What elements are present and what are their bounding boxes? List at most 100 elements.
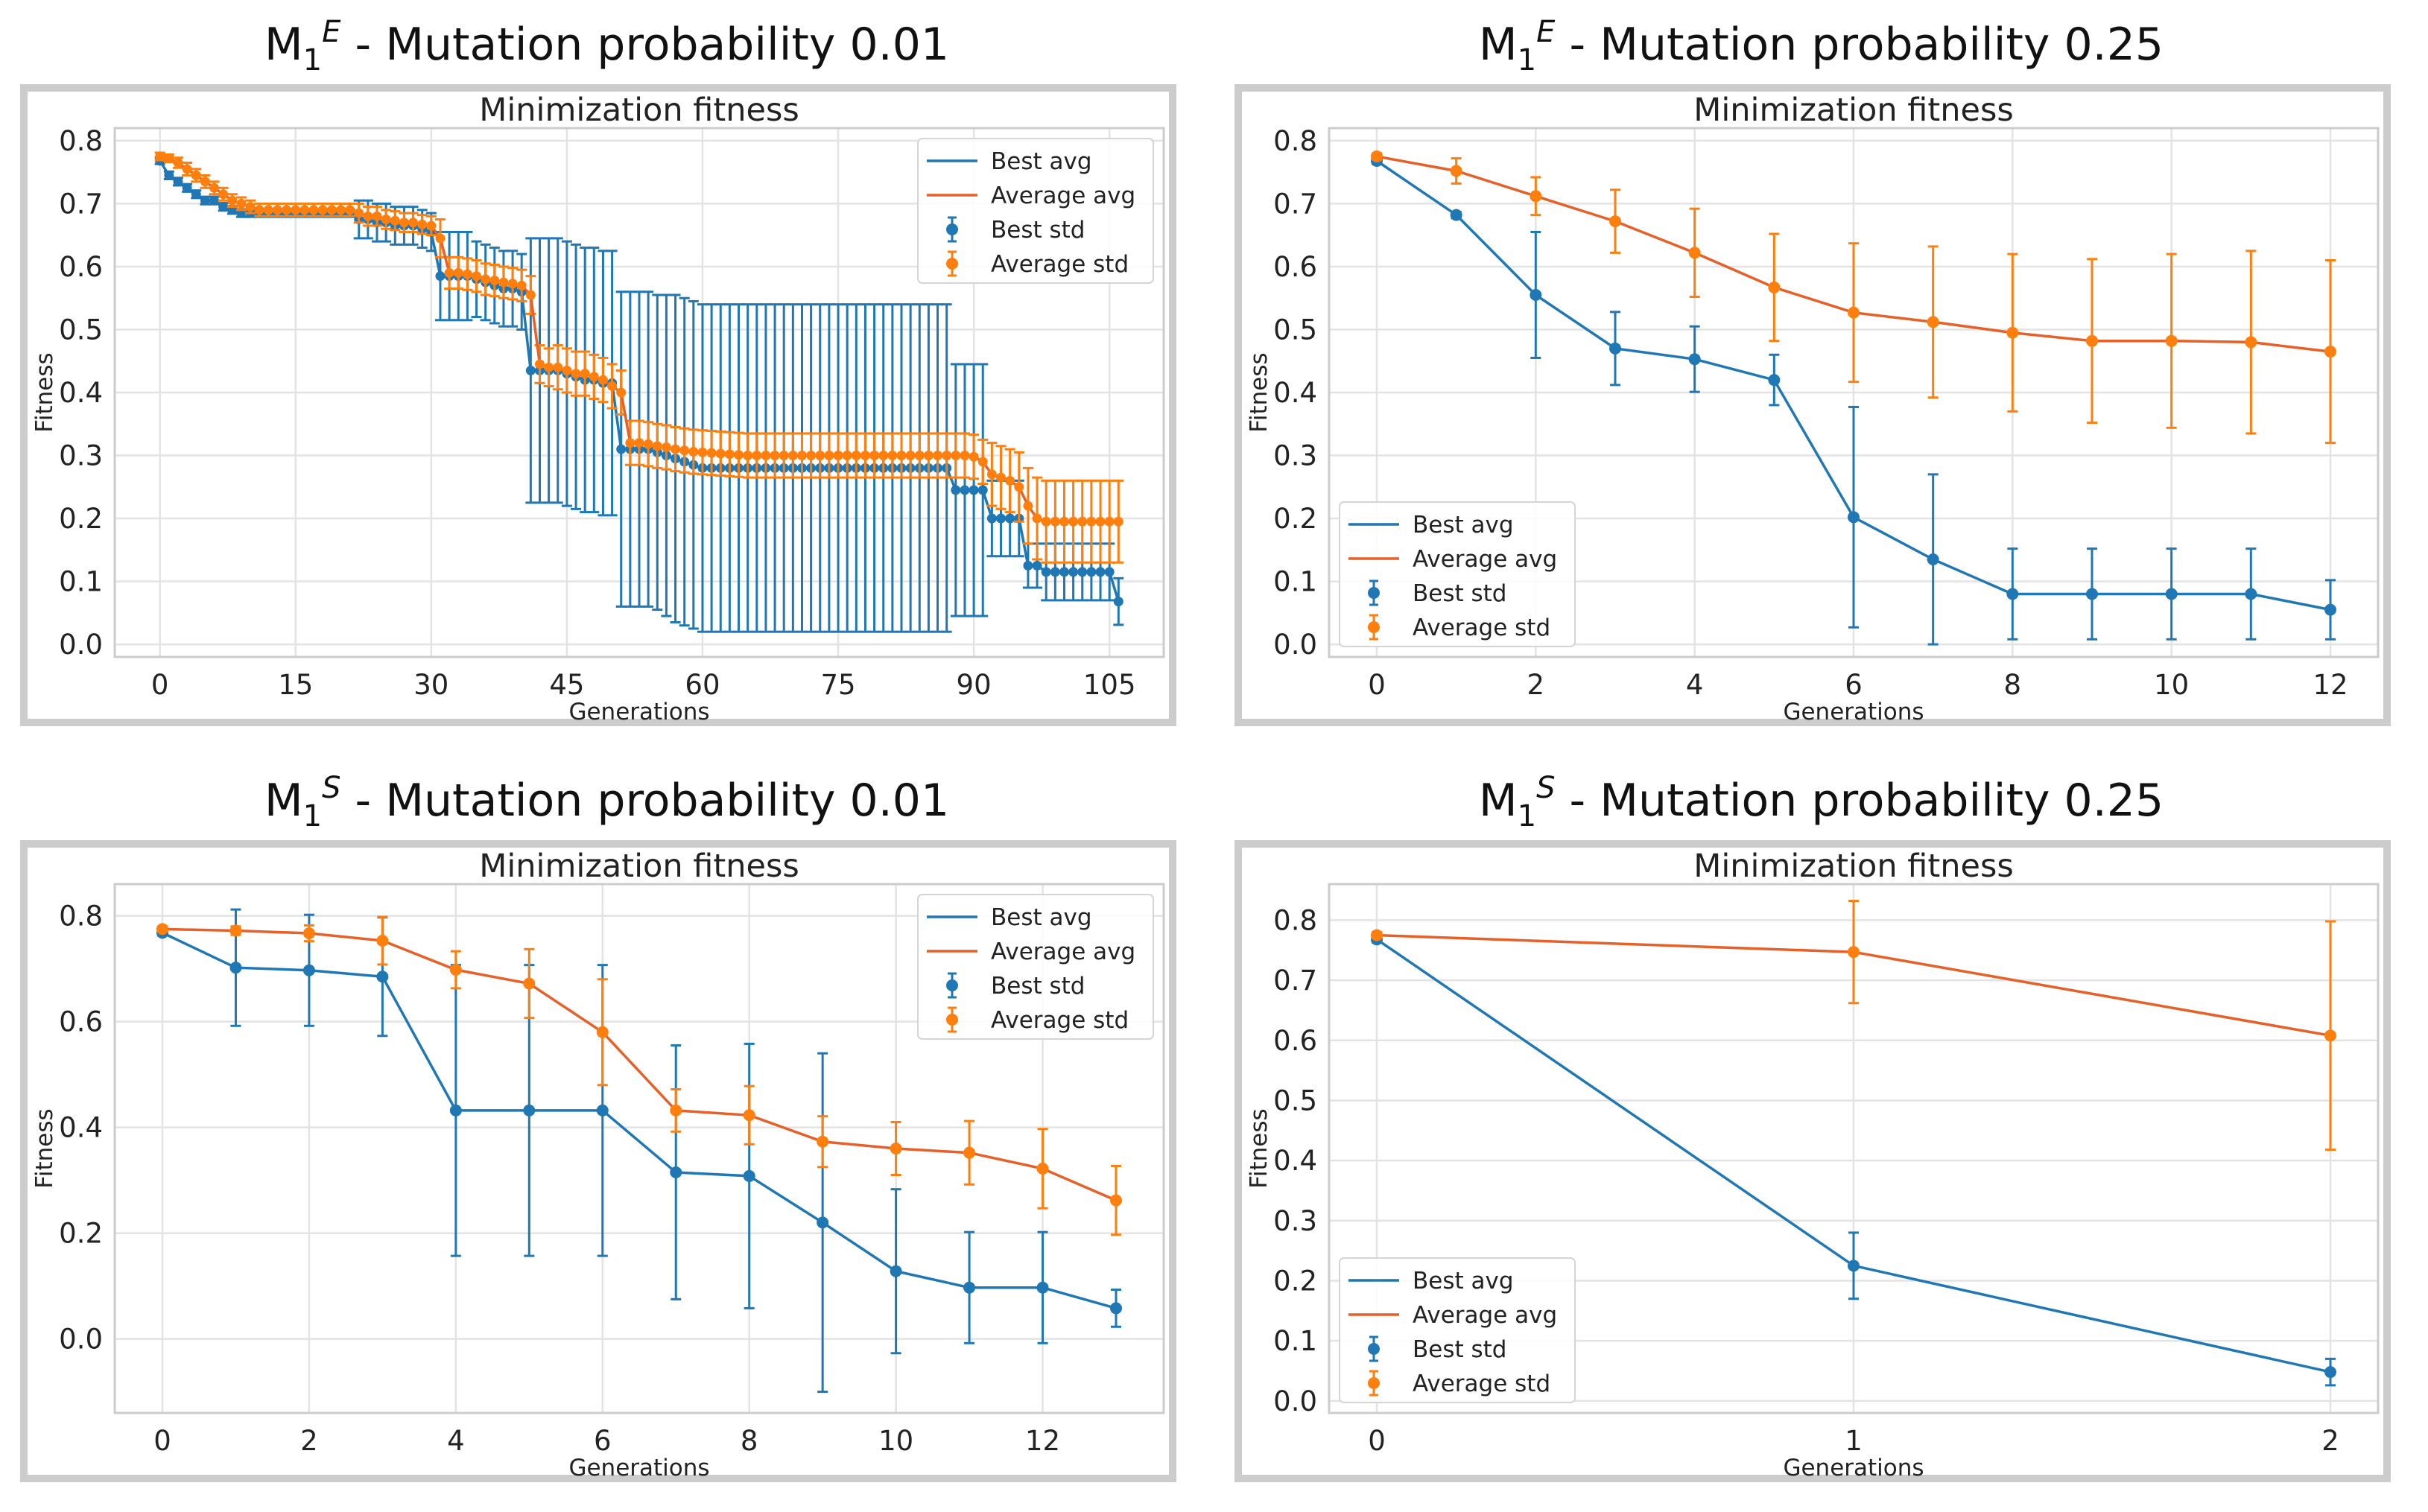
y-tick-label: 0.1 <box>1273 1325 1317 1357</box>
average-std-point <box>951 451 961 461</box>
chart-title: Minimization fitness <box>1693 848 2014 885</box>
legend-label: Best std <box>991 217 1085 244</box>
average-std-point <box>489 276 500 286</box>
average-std-point <box>942 451 952 461</box>
average-std-point <box>444 267 454 278</box>
average-std-point <box>670 1104 682 1116</box>
best-std-point <box>960 485 970 495</box>
average-std-point <box>553 362 563 372</box>
legend-marker-swatch <box>1368 621 1380 633</box>
x-tick-label: 30 <box>413 669 448 701</box>
best-std-point <box>1530 288 1542 301</box>
average-std-point <box>523 977 536 990</box>
average-std-point <box>2086 334 2098 347</box>
y-tick-label: 0.3 <box>1273 1205 1317 1237</box>
legend: Best avg Average avg Best std Average std <box>1339 1257 1576 1403</box>
x-tick-label: 2 <box>300 1425 318 1457</box>
y-tick-label: 0.7 <box>1273 188 1317 220</box>
y-tick-label: 0.6 <box>59 1006 103 1038</box>
average-std-point <box>291 205 301 215</box>
average-std-point <box>2245 336 2257 349</box>
average-std-point <box>752 451 762 461</box>
average-std-point <box>607 381 618 392</box>
average-std-point <box>652 441 662 451</box>
best-std-point <box>616 444 627 454</box>
average-std-point <box>200 177 210 187</box>
average-std-point <box>399 217 409 228</box>
average-std-point <box>363 211 373 221</box>
average-std-point <box>796 451 807 461</box>
legend-marker-swatch <box>946 979 958 991</box>
average-std-point <box>229 924 242 937</box>
y-tick-label: 0.0 <box>59 1324 103 1356</box>
average-std-point <box>571 369 581 379</box>
legend-label: Best avg <box>1413 1268 1514 1295</box>
y-tick-label: 0.6 <box>1273 1025 1317 1057</box>
y-tick-label: 0.8 <box>59 900 103 933</box>
average-std-point <box>2324 1029 2336 1042</box>
average-std-point <box>625 438 635 448</box>
x-tick-label: 0 <box>1368 1425 1386 1457</box>
average-std-point <box>372 211 382 221</box>
average-std-point <box>706 448 717 458</box>
y-tick-label: 0.6 <box>59 251 103 283</box>
best-std-point <box>1768 374 1781 387</box>
average-std-point <box>806 451 817 461</box>
average-std-point <box>963 1146 976 1159</box>
x-tick-label: 2 <box>1527 669 1545 701</box>
average-std-point <box>308 205 319 215</box>
average-std-point <box>2006 326 2019 339</box>
average-std-point <box>1005 475 1015 486</box>
chart-svg: M1S - Mutation probability 0.01 Minimizat… <box>20 771 1176 1482</box>
average-std-point <box>1371 150 1383 163</box>
x-tick-label: 8 <box>741 1425 758 1457</box>
legend-marker-swatch <box>1368 587 1380 599</box>
x-tick-label: 90 <box>957 669 992 701</box>
average-std-point <box>887 451 898 461</box>
x-axis-label: Generations <box>1783 1455 1924 1481</box>
average-std-point <box>335 205 346 215</box>
best-std-point <box>376 971 389 983</box>
y-axis-label: Fitness <box>1246 1108 1272 1188</box>
plot-border <box>113 127 1165 658</box>
best-std-point <box>1086 567 1097 577</box>
y-tick-label: 0.4 <box>59 377 103 409</box>
y-tick-label: 0.4 <box>59 1112 103 1144</box>
plot-border <box>113 883 1165 1414</box>
average-std-point <box>562 365 572 375</box>
best-std-point <box>200 195 210 206</box>
average-std-point <box>2165 334 2178 347</box>
best-std-point <box>1032 560 1042 571</box>
x-axis-label: Generations <box>568 1455 709 1481</box>
legend-box <box>1339 501 1576 647</box>
x-tick-label: 6 <box>594 1425 612 1457</box>
average-std-point <box>896 451 907 461</box>
x-axis-label: Generations <box>568 699 709 725</box>
average-avg-line <box>162 927 1117 1202</box>
best-std-point <box>525 365 536 375</box>
average-std-point <box>1023 501 1033 511</box>
figure-title: M1S - Mutation probability 0.25 <box>1479 771 2164 833</box>
y-tick-label: 0.0 <box>1273 1385 1317 1417</box>
average-std-point <box>671 444 681 454</box>
chart-panel-bottom-right: M1S - Mutation probability 0.25 Minimizat… <box>1214 756 2428 1512</box>
best-std-point <box>890 1265 902 1277</box>
average-std-point <box>1095 516 1106 527</box>
x-tick-label: 60 <box>685 669 720 701</box>
average-std-point <box>227 195 238 206</box>
y-tick-label: 0.7 <box>1273 965 1317 997</box>
x-tick-label: 0 <box>1368 669 1386 701</box>
average-std-point <box>516 280 527 290</box>
average-std-point <box>426 220 437 231</box>
average-std-point <box>969 451 979 462</box>
average-std-point <box>815 451 825 461</box>
x-tick-label: 10 <box>2154 669 2189 701</box>
average-std-point <box>173 157 183 168</box>
average-std-point <box>977 457 988 467</box>
average-std-point <box>345 205 355 215</box>
best-std-point <box>229 962 242 974</box>
legend-label: Average std <box>1413 1370 1550 1397</box>
y-axis-label: Fitness <box>1246 352 1272 432</box>
best-std-point <box>1041 567 1051 577</box>
average-std-point <box>1848 306 1860 319</box>
